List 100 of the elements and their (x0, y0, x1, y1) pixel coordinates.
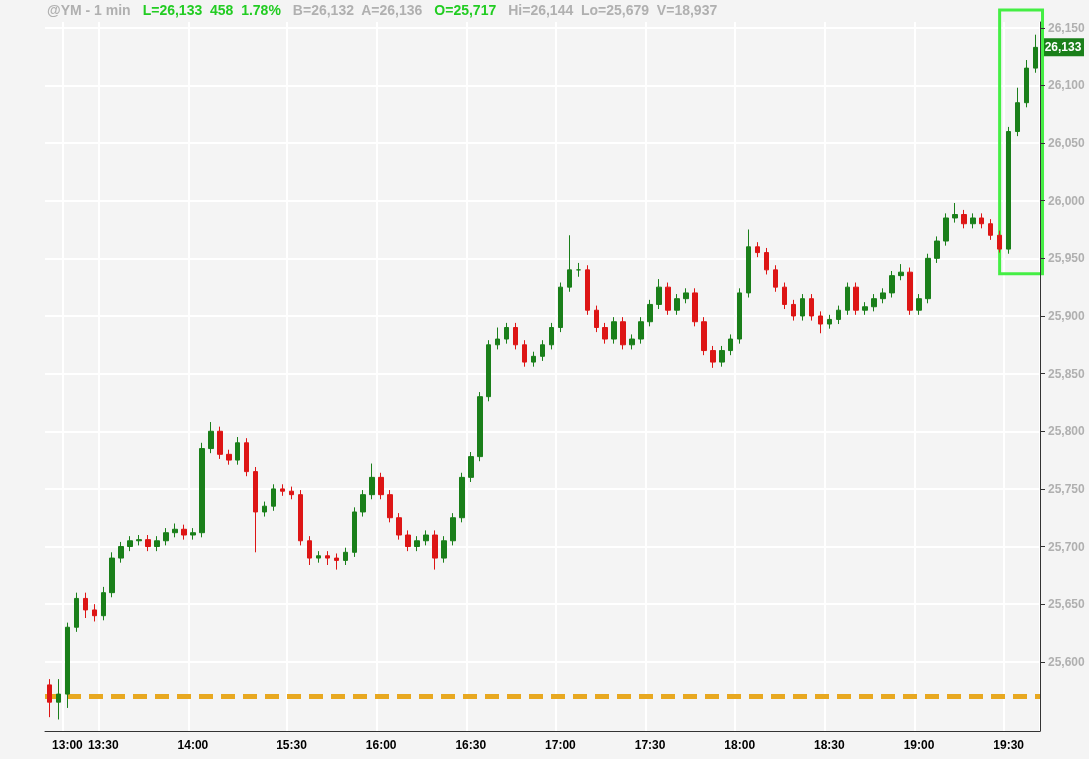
candlestick (47, 678, 52, 718)
x-tick-label: 19:30 (993, 738, 1025, 752)
candlestick (352, 506, 357, 558)
x-tick-label: 16:30 (455, 738, 487, 752)
candlestick (665, 282, 671, 316)
candlestick (916, 293, 922, 316)
candlestick (83, 592, 88, 619)
candlestick (163, 527, 169, 546)
candlestick (468, 451, 474, 483)
candlestick (567, 234, 572, 293)
candlestick (136, 534, 142, 546)
candlestick (217, 426, 223, 460)
candlestick (190, 527, 196, 541)
candlestick (432, 529, 438, 571)
candlestick (74, 592, 79, 633)
x-tick-label: 17:30 (634, 738, 666, 752)
y-tick-label: 25,800 (1048, 424, 1086, 439)
x-tick-label: 15:30 (276, 738, 308, 752)
text: L=26,133 458 1.78% (142, 2, 281, 18)
candlestick (226, 449, 232, 466)
y-tick-label: 25,600 (1048, 654, 1086, 669)
candlestick (369, 463, 375, 500)
x-tick-label: 13:30 (87, 738, 119, 752)
candlestick (997, 230, 1002, 254)
y-tick-label: 26,100 (1048, 78, 1086, 93)
candlestick (154, 535, 160, 552)
y-tick-label: 25,650 (1048, 597, 1086, 612)
candlestick (118, 541, 124, 564)
candlestick (889, 270, 895, 299)
candlestick (495, 327, 500, 350)
candlestick (127, 535, 133, 552)
chart-title: @YM - 1 min (47, 2, 131, 18)
candlestick (827, 314, 832, 330)
y-tick-label: 25,850 (1048, 366, 1086, 381)
candlestick (638, 316, 644, 345)
candlestick (970, 212, 976, 229)
candlestick (692, 287, 698, 327)
x-tick-label: 17:00 (545, 738, 577, 752)
candlestick (809, 293, 814, 322)
candlestick (620, 316, 626, 350)
candlestick (378, 472, 384, 500)
candlestick (334, 552, 339, 571)
candlestick (1015, 87, 1020, 137)
candlestick (307, 535, 312, 566)
candlestick (898, 263, 904, 281)
candlestick (611, 316, 617, 345)
candlestick (459, 472, 465, 523)
x-tick-label: 16:00 (365, 738, 397, 752)
candlestick (325, 550, 330, 566)
candlestick (880, 287, 886, 304)
candlestick (289, 486, 294, 500)
candlestick (65, 622, 70, 709)
x-tick-label: 14:00 (177, 738, 209, 752)
x-tick-label: 18:00 (724, 738, 756, 752)
candlestick (791, 299, 796, 322)
candlestick (853, 282, 859, 316)
candlestick (360, 489, 366, 518)
candlestick (1024, 59, 1029, 108)
x-tick-label: 13:00 (52, 738, 84, 752)
candlestick (764, 247, 769, 275)
candlestick (92, 603, 97, 622)
candlestick (441, 535, 447, 564)
candlestick (101, 586, 106, 621)
candlestick (907, 267, 913, 316)
x-tick-label: 18:30 (814, 738, 846, 752)
candlestick (701, 316, 707, 356)
candlestick (522, 339, 527, 368)
candlestick (208, 421, 214, 454)
candlestick (988, 218, 993, 241)
candlestick (181, 524, 187, 541)
candlestick (504, 322, 509, 345)
candlestick (862, 301, 868, 316)
x-tick-label: 19:00 (903, 738, 935, 752)
candlestick (253, 466, 258, 553)
candlestick (1006, 126, 1011, 255)
candlestick (585, 264, 590, 316)
candlestick (549, 322, 554, 350)
candlestick (244, 437, 249, 477)
candlestick (934, 235, 940, 264)
candlestick (746, 229, 751, 299)
y-tick-label: 25,950 (1048, 251, 1086, 266)
candlestick (818, 310, 823, 334)
candlestick (405, 529, 411, 552)
candlestick (943, 212, 949, 247)
candlestick (423, 529, 429, 546)
candlestick (199, 442, 205, 538)
candlestick (961, 209, 967, 229)
candlestick (414, 535, 420, 552)
candlestick (477, 391, 483, 462)
candlestick (513, 322, 518, 350)
candlestick (56, 678, 61, 720)
candlestick (719, 345, 725, 368)
candlestick (728, 333, 733, 356)
candlestick (145, 534, 151, 552)
candlestick (450, 512, 456, 546)
candlestick (800, 293, 805, 322)
candlestick (656, 278, 662, 310)
candlestick (979, 212, 984, 229)
candlestick (343, 547, 348, 566)
y-tick-label: 26,000 (1048, 193, 1086, 208)
